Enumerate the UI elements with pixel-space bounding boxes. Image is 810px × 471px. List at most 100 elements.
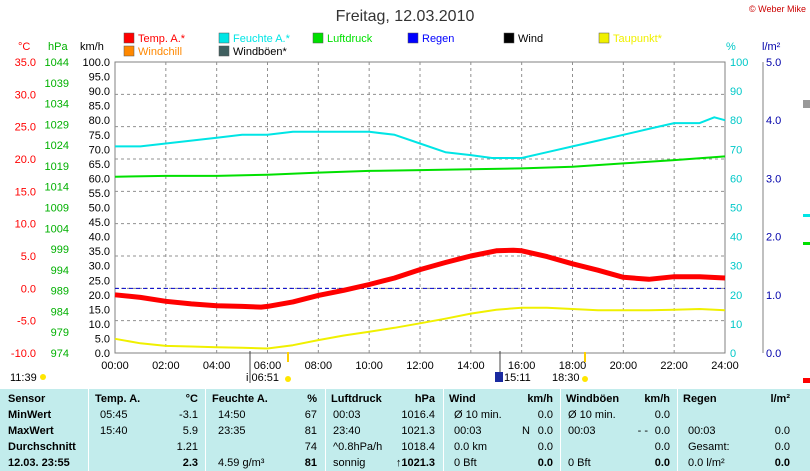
wind-tick-label: 55.0 [89, 188, 110, 200]
edge-fragment [803, 214, 810, 217]
wind-time-cell: Ø 10 min. [454, 409, 502, 421]
wind-tick-label: 0.0 [95, 348, 110, 360]
rain-unit: l/m² [770, 393, 790, 405]
gust-time-cell: 00:03 [568, 425, 596, 437]
temp-tick-label: 0.0 [21, 283, 36, 295]
humidity-tick-label: 10 [730, 319, 742, 331]
humidity-value-cell: 67 [304, 409, 317, 421]
legend-label: Windchill [138, 46, 182, 58]
pressure-tick-label: 1019 [45, 161, 69, 173]
wind-tick-label: 10.0 [89, 319, 110, 331]
humidity-tick-label: 20 [730, 290, 742, 302]
wind-value-cell: 0.0 [537, 457, 553, 469]
wind-value-cell: 0.0 [537, 441, 553, 453]
temp-tick-label: 25.0 [15, 122, 36, 134]
pressure-time-cell: ^0.8hPa/h [333, 441, 383, 453]
humidity-axis-unit: % [726, 41, 736, 53]
pressure-tick-label: 1039 [45, 78, 69, 90]
humidity-value-cell: 81 [304, 457, 317, 469]
pressure-tick-label: 1044 [45, 57, 69, 69]
pressure-value-cell: 1016.4 [401, 409, 435, 421]
x-tick-label: 22:00 [660, 360, 688, 372]
x-tick-label: 00:00 [101, 360, 129, 372]
x-tick-label: 08:00 [305, 360, 333, 372]
rain-time-cell: 0.0 l/m² [688, 457, 725, 469]
pressure-tick-label: 974 [51, 348, 69, 360]
chart-title: Freitag, 12.03.2010 [336, 8, 475, 25]
gust-time-cell: 0 Bft [568, 457, 591, 469]
rain-time-cell: Gesamt: [688, 441, 730, 453]
noon-marker-icon [495, 372, 503, 382]
pressure-tick-label: 994 [51, 265, 69, 277]
pressure-value-cell: ↑1021.3 [395, 457, 435, 469]
legend-swatch [598, 32, 610, 44]
humidity-column-header: Feuchte A. [212, 393, 268, 405]
wind-tick-label: 85.0 [89, 101, 110, 113]
legend-swatch [407, 32, 419, 44]
x-tick-label: 06:00 [254, 360, 282, 372]
x-tick-label: 20:00 [610, 360, 638, 372]
humidity-tick-label: 40 [730, 232, 742, 244]
wind-time-cell: 0.0 km [454, 441, 488, 453]
temp-tick-label: 10.0 [15, 219, 36, 231]
rain-value-cell: 0.0 [774, 441, 790, 453]
table-separator [88, 389, 89, 471]
pressure-axis-unit: hPa [48, 41, 68, 53]
wind-tick-label: 75.0 [89, 130, 110, 142]
sunrise-label: i 06:51 [246, 372, 279, 384]
x-tick-label: 14:00 [457, 360, 485, 372]
temp-unit: °C [185, 393, 198, 405]
legend-swatch [218, 45, 230, 57]
pressure-value-cell: 1021.3 [401, 425, 435, 437]
x-tick-label: 10:00 [355, 360, 383, 372]
rain-time-cell: 00:03 [688, 425, 716, 437]
pressure-tick-label: 1034 [45, 99, 69, 111]
rain-axis-unit: l/m² [762, 41, 781, 53]
rain-tick-label: 2.0 [766, 232, 781, 244]
wind-unit: km/h [527, 393, 553, 405]
x-tick-label: 18:00 [559, 360, 587, 372]
pressure-time-cell: 00:03 [333, 409, 361, 421]
humidity-tick-label: 50 [730, 203, 742, 215]
x-tick-label: 12:00 [406, 360, 434, 372]
pressure-tick-label: 979 [51, 327, 69, 339]
sensor-row-label: MinWert [8, 409, 52, 421]
humidity-time-cell: 4.59 g/m³ [218, 457, 265, 469]
x-tick-label: 04:00 [203, 360, 231, 372]
wind-tick-label: 25.0 [89, 275, 110, 287]
humidity-tick-label: 90 [730, 86, 742, 98]
wind-axis-unit: km/h [80, 41, 104, 53]
wind-tick-label: 20.0 [89, 290, 110, 302]
sun-icon [40, 374, 46, 380]
humidity-unit: % [307, 393, 317, 405]
rain-value-cell: 0.0 [774, 457, 790, 469]
temp-tick-label: -5.0 [17, 316, 36, 328]
table-separator [677, 389, 678, 471]
rain-tick-label: 5.0 [766, 57, 781, 69]
sun-icon [582, 376, 588, 382]
humidity-value-cell: 74 [304, 441, 317, 453]
temp-tick-label: 30.0 [15, 89, 36, 101]
legend-label: Windböen* [233, 46, 288, 58]
edge-fragment [803, 100, 810, 108]
sunset-label: 18:30 [552, 372, 580, 384]
humidity-value-cell: 81 [304, 425, 317, 437]
rain-tick-label: 0.0 [766, 348, 781, 360]
chart-series [114, 116, 726, 350]
gust-column-header: Windböen [566, 393, 620, 405]
table-separator [443, 389, 444, 471]
wind-tick-label: 65.0 [89, 159, 110, 171]
series-line-feuchte-a- [115, 116, 726, 159]
wind-tick-label: 5.0 [95, 333, 110, 345]
rain-value-cell: 0.0 [774, 425, 790, 437]
x-tick-label: 24:00 [711, 360, 739, 372]
temp-tick-label: 35.0 [15, 57, 36, 69]
wind-column-header: Wind [449, 393, 476, 405]
legend-label: Temp. A.* [138, 33, 186, 45]
legend-label: Taupunkt* [613, 33, 663, 45]
pressure-value-cell: 1018.4 [401, 441, 435, 453]
statistics-table: Sensor MinWert MaxWert Durchschnitt 12.03. 2… [0, 389, 810, 471]
legend-swatch [312, 32, 324, 44]
legend-swatch [123, 45, 135, 57]
humidity-tick-label: 0 [730, 348, 736, 360]
